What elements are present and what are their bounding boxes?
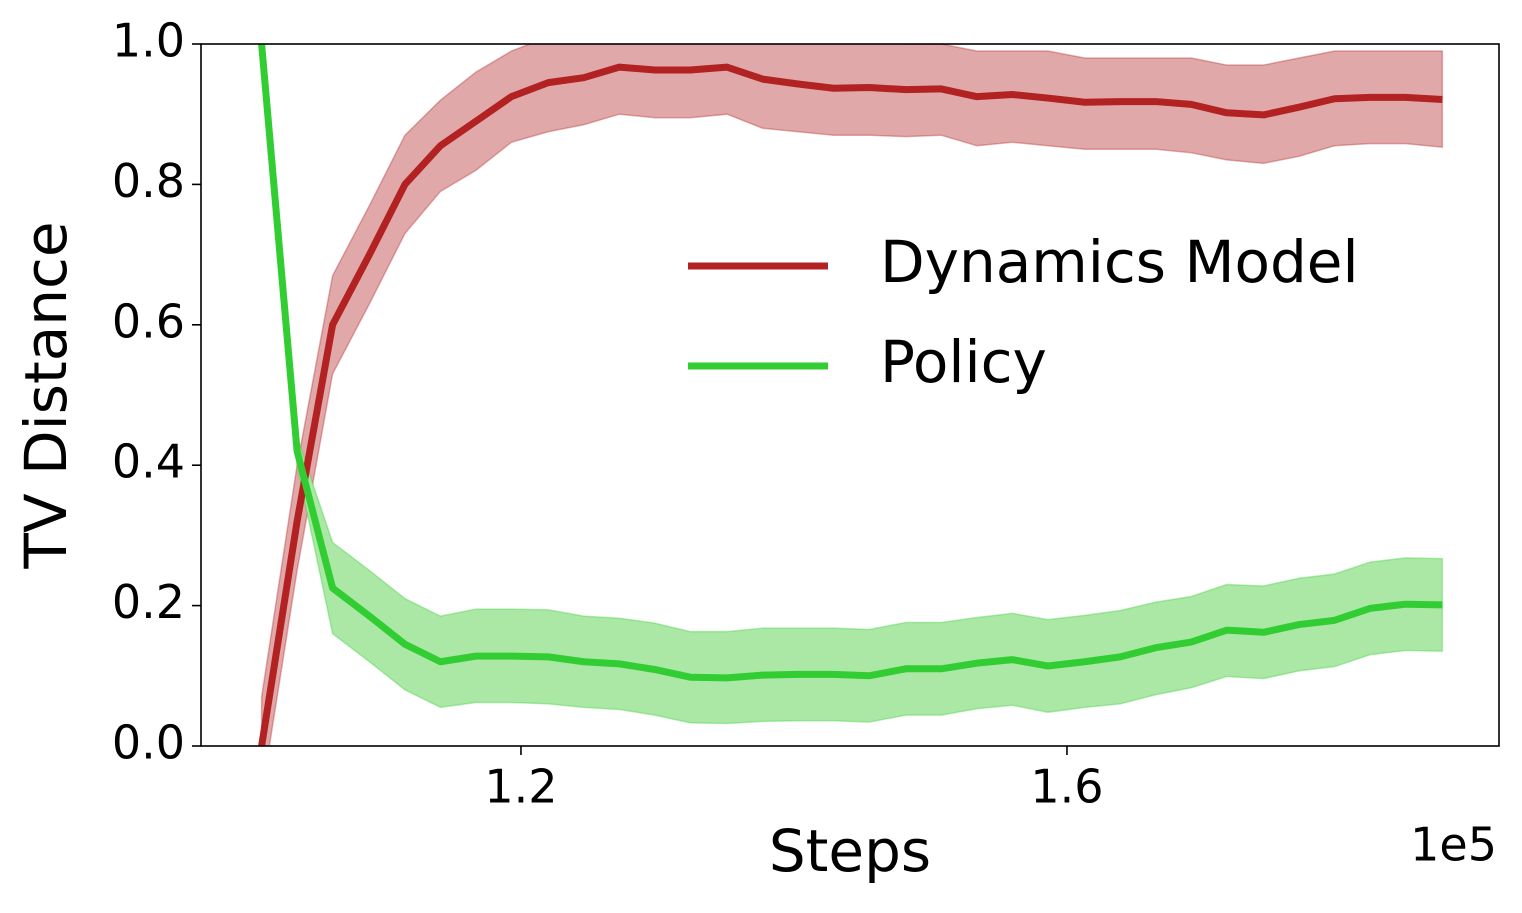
legend-label: Dynamics Model [880,228,1359,296]
series-line [258,63,1443,746]
axes-frame [200,43,1500,747]
y-tick-label: 0.8 [112,154,185,208]
x-tick-label: 1.2 [484,760,557,814]
x-axis-label: Steps [769,817,931,885]
y-tick-label: 0.0 [112,716,185,770]
y-tick-label: 1.0 [112,14,185,68]
legend-label: Policy [880,328,1047,396]
plot-area [258,44,1444,746]
x-tick-label: 1.6 [1030,760,1103,814]
error-band [260,44,1444,746]
y-axis-label: TV Distance [12,221,80,569]
x-offset-label: 1e5 [1410,818,1497,872]
y-tick-label: 0.4 [112,435,185,489]
y-tick-label: 0.6 [112,294,185,348]
series-line [258,44,1443,682]
y-tick-label: 0.2 [112,575,185,629]
